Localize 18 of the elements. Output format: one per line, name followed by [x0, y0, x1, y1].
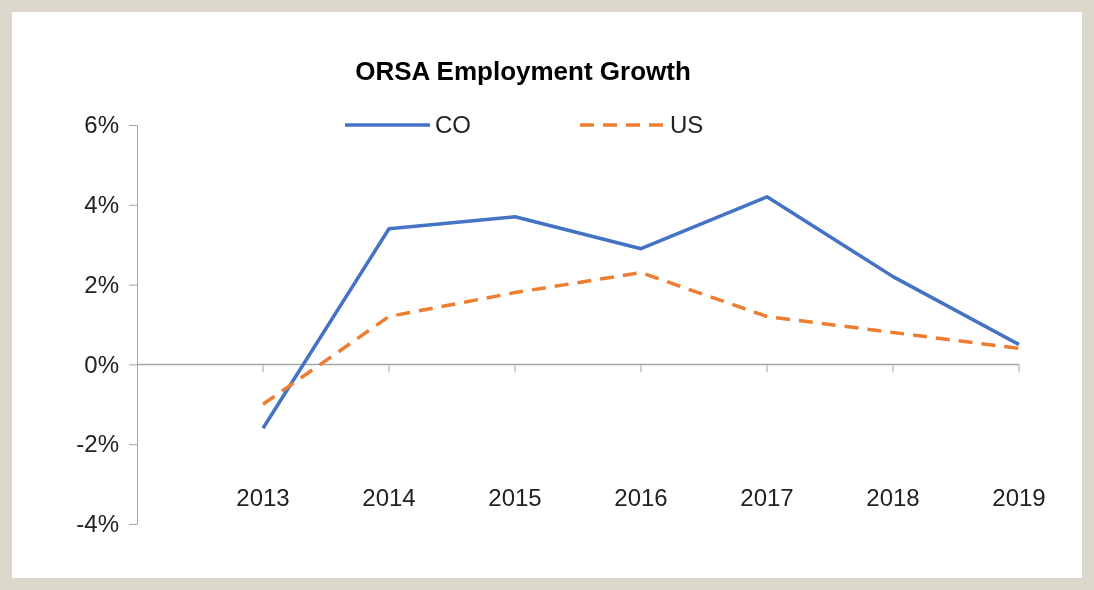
- x-tick-label: 2014: [362, 484, 416, 511]
- y-tick-label: 6%: [84, 111, 119, 139]
- x-tick-label: 2013: [236, 484, 290, 511]
- line-series: [261, 195, 1021, 430]
- x-tick-label: 2015: [488, 484, 542, 511]
- chart-title: ORSA Employment Growth: [355, 56, 691, 86]
- x-tick-label: 2019: [992, 484, 1046, 511]
- legend-label: CO: [435, 111, 471, 138]
- x-tick-label: 2018: [866, 484, 920, 511]
- y-tick-label: -4%: [76, 510, 119, 538]
- y-tick-label: -2%: [76, 430, 119, 458]
- x-tick-label: 2016: [614, 484, 668, 511]
- y-tick-label: 2%: [84, 270, 119, 298]
- y-tick-label: 4%: [84, 190, 119, 218]
- legend-label: US: [670, 111, 704, 138]
- y-tick-label: 0%: [84, 350, 119, 378]
- line-series: [261, 270, 1021, 407]
- x-tick-label: 2017: [740, 484, 794, 511]
